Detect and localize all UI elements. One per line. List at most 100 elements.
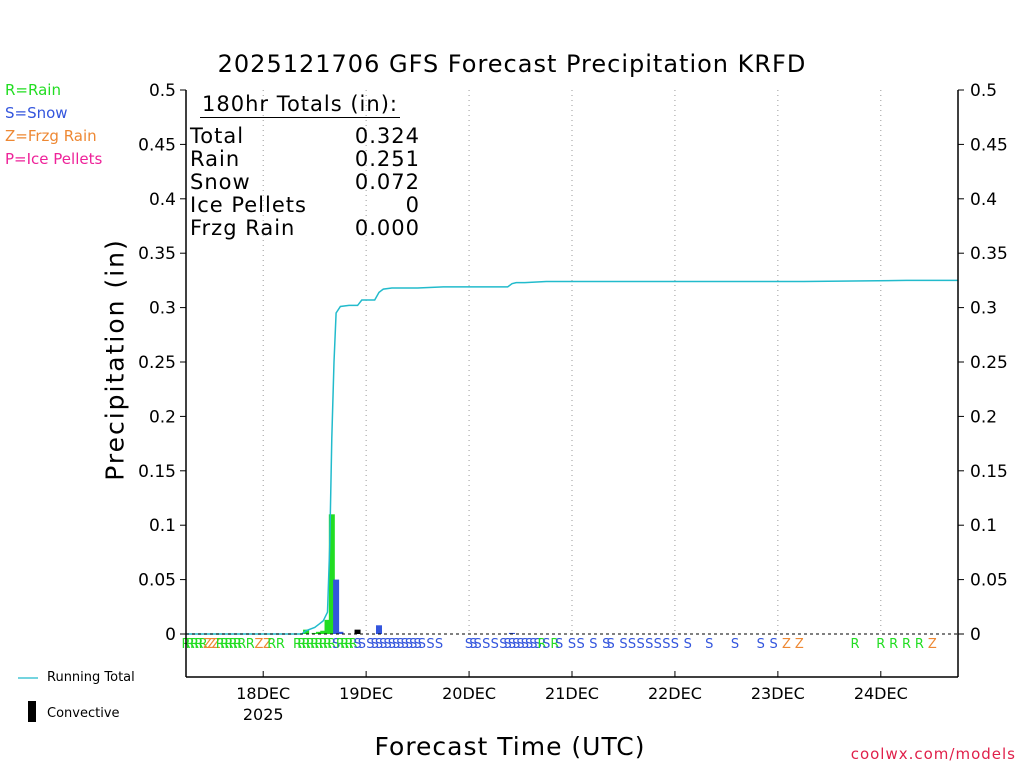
- ptype-letter: R: [902, 637, 911, 652]
- y-tick-label-left: 0.4: [149, 190, 176, 210]
- y-tick-label-left: 0.2: [149, 407, 176, 427]
- ptype-letter: S: [401, 637, 409, 652]
- precip-bar: [328, 514, 335, 634]
- ptype-letter: Z: [212, 637, 221, 652]
- y-tick-label-right: 0.35: [970, 244, 1008, 264]
- ptype-letter: R: [319, 637, 328, 652]
- ptype-letter: S: [589, 637, 597, 652]
- y-tick-label-right: 0.3: [970, 299, 997, 319]
- precip-bar: [508, 632, 515, 634]
- ptype-letter: R: [537, 637, 546, 652]
- y-tick-label-right: 0.5: [970, 81, 997, 101]
- ptype-letter: R: [344, 637, 353, 652]
- ptype-letter: S: [606, 637, 614, 652]
- running-total-legend-label: Running Total: [47, 670, 135, 685]
- ptype-letter: R: [246, 637, 255, 652]
- y-tick-label-right: 0.15: [970, 462, 1008, 482]
- ptype-letter: R: [237, 637, 246, 652]
- totals-value: 0.251: [354, 147, 420, 171]
- x-tick-label: 21DEC: [545, 684, 599, 703]
- y-tick-label-left: 0.5: [149, 81, 176, 101]
- ptype-letter: S: [654, 637, 662, 652]
- ptype-letter: S: [534, 637, 542, 652]
- x-tick-label: 24DEC: [854, 684, 908, 703]
- precip-bar: [354, 629, 361, 634]
- ptype-letter: R: [224, 637, 233, 652]
- bars: [303, 514, 515, 634]
- totals-value: 0.072: [354, 170, 420, 194]
- ptype-letter: R: [276, 637, 285, 652]
- ptype-letter: S: [684, 637, 692, 652]
- ptype-letter: S: [375, 637, 383, 652]
- ptype-letter: Z: [203, 637, 212, 652]
- ptype-letter: Z: [207, 637, 216, 652]
- ptype-letter: S: [426, 637, 434, 652]
- ptype-letter: R: [267, 637, 276, 652]
- totals-label: Rain: [190, 147, 241, 171]
- ptype-letter: S: [529, 637, 537, 652]
- x-tick-label: 18DEC: [236, 684, 290, 703]
- x-tick-label: 23DEC: [751, 684, 805, 703]
- ptype-letter: S: [731, 637, 739, 652]
- totals-label: Total: [190, 124, 245, 148]
- convective-legend-label: Convective: [47, 706, 120, 721]
- ptype-letter: R: [310, 637, 319, 652]
- precip-bar: [337, 631, 344, 634]
- ptype-letter: R: [190, 637, 199, 652]
- y-tick-label-right: 0: [970, 625, 981, 645]
- x-tick-label: 20DEC: [442, 684, 496, 703]
- chart-title: 2025121706 GFS Forecast Precipitation KR…: [217, 50, 807, 78]
- ptype-letter: S: [465, 637, 473, 652]
- convective-legend-swatch: [28, 701, 36, 722]
- y-tick-label-left: 0.25: [138, 353, 176, 373]
- y-tick-label-left: 0: [165, 625, 176, 645]
- ptype-letter: R: [336, 637, 345, 652]
- ptype-letter: S: [757, 637, 765, 652]
- precip-bar: [333, 579, 340, 634]
- ptype-letter: R: [199, 637, 208, 652]
- legend-freezing-rain: Z=Frzg Rain: [5, 127, 97, 145]
- ptype-letter: S: [413, 637, 421, 652]
- precip-bar: [324, 619, 331, 634]
- ptype-letter: R: [302, 637, 311, 652]
- legend-ice-pellets: P=Ice Pellets: [5, 150, 103, 168]
- y-tick-label-right: 0.45: [970, 135, 1008, 155]
- ptype-letter: R: [229, 637, 238, 652]
- ptype-letter: R: [340, 637, 349, 652]
- ptype-letter: S: [525, 637, 533, 652]
- running-total-line: [186, 279, 958, 635]
- ptype-letter: S: [602, 637, 610, 652]
- ptype-letter: R: [889, 637, 898, 652]
- totals-value: 0: [405, 193, 420, 217]
- ptype-letter: Z: [782, 637, 791, 652]
- totals-label: Frzg Rain: [190, 216, 296, 240]
- y-tick-label-left: 0.45: [138, 135, 176, 155]
- ptype-letter: R: [293, 637, 302, 652]
- precip-type-labels: RRRRRZZZRRRRRRRZZRRRRRRRRRRRSRRRRSSSSSSS…: [181, 637, 936, 652]
- ptype-letter: S: [705, 637, 713, 652]
- y-tick-label-left: 0.1: [149, 516, 176, 536]
- ptype-letter: R: [851, 637, 860, 652]
- ptype-letter: R: [314, 637, 323, 652]
- totals-value: 0.324: [354, 124, 420, 148]
- x-axis-label: Forecast Time (UTC): [374, 732, 646, 761]
- ptype-letter: S: [418, 637, 426, 652]
- y-tick-labels: 0 0 0.05 0.05 0.1 0.1 0.15 0.15 0.2 0.2 0.25 0.25 0.…: [138, 81, 1008, 645]
- ptype-letter: S: [512, 637, 520, 652]
- precip-bar: [315, 631, 322, 634]
- series-legend: [18, 677, 38, 722]
- ptype-letter: R: [323, 637, 332, 652]
- ptype-letter: S: [482, 637, 490, 652]
- ptype-letter: S: [405, 637, 413, 652]
- site-credit: coolwx.com/models: [850, 745, 1016, 763]
- precip-bar: [303, 629, 310, 634]
- ptype-letter: S: [409, 637, 417, 652]
- x-tick-sublabel: 2025: [243, 705, 284, 724]
- y-tick-label-right: 0.1: [970, 516, 997, 536]
- ptype-letter: S: [469, 637, 477, 652]
- y-tick-label-right: 0.2: [970, 407, 997, 427]
- x-tick-label: 19DEC: [339, 684, 393, 703]
- ptype-letter: S: [396, 637, 404, 652]
- precip-bar: [320, 630, 327, 634]
- totals-value: 0.000: [354, 216, 420, 240]
